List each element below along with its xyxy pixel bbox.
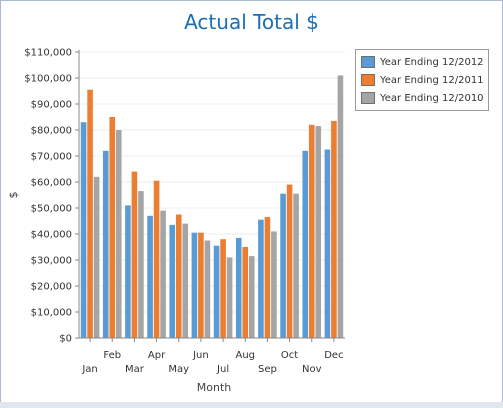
y-tick-label: $20,000 (31, 282, 72, 293)
x-tick-label: Oct (281, 350, 298, 361)
bar (115, 130, 122, 338)
bar (191, 232, 198, 338)
legend-label: Year Ending 12/2010 (380, 92, 484, 104)
bar (87, 89, 93, 338)
bar (153, 180, 160, 338)
bar (147, 215, 153, 338)
bar (93, 176, 100, 338)
bar (286, 184, 293, 338)
bar (308, 124, 315, 338)
bar (248, 256, 255, 338)
bar (331, 120, 337, 339)
bar (213, 245, 220, 338)
x-axis-title: Month (197, 381, 232, 394)
bottom-bar (0, 402, 503, 408)
bar (220, 239, 226, 338)
bar (280, 193, 286, 338)
legend-swatch (361, 74, 375, 86)
x-tick-label: Dec (324, 350, 343, 361)
bar (242, 247, 249, 338)
legend-label: Year Ending 12/2011 (380, 74, 484, 86)
y-tick-label: $60,000 (31, 178, 72, 189)
bar (226, 257, 233, 338)
x-tick-label: Nov (302, 364, 322, 375)
y-tick-label: $100,000 (24, 74, 72, 85)
y-tick-label: $50,000 (31, 204, 72, 215)
bar (175, 214, 182, 338)
x-tick-label: May (168, 364, 189, 375)
bar (102, 150, 109, 338)
legend-item: Year Ending 12/2010 (361, 91, 484, 105)
y-tick-label: $110,000 (24, 48, 72, 59)
legend: Year Ending 12/2012 Year Ending 12/2011 Ye… (355, 49, 489, 111)
bar (160, 210, 166, 338)
x-tick-label: Mar (125, 364, 145, 375)
bar (138, 191, 144, 338)
axis-labels: $0 $10,000 $20,000 $30,000 $40,000 $50,000 $60… (7, 48, 344, 395)
bar (204, 240, 211, 338)
legend-item: Year Ending 12/2012 (361, 55, 484, 69)
x-tick-label: Jan (81, 364, 97, 375)
y-tick-label: $30,000 (31, 256, 72, 267)
y-tick-label: $70,000 (31, 152, 72, 163)
bar (109, 117, 116, 338)
y-axis-title: $ (7, 192, 20, 199)
legend-label: Year Ending 12/2012 (380, 56, 484, 68)
bar (169, 224, 176, 338)
bar (271, 231, 277, 338)
legend-item: Year Ending 12/2011 (361, 73, 484, 87)
bar (293, 193, 299, 338)
y-tick-label: $0 (59, 334, 72, 345)
axes (75, 50, 345, 342)
bar (198, 232, 204, 338)
x-tick-label: Feb (103, 350, 121, 361)
bar (235, 237, 242, 338)
bar (315, 126, 322, 338)
bar (264, 217, 271, 338)
bar (80, 122, 87, 338)
y-tick-label: $90,000 (31, 100, 72, 111)
y-tick-label: $80,000 (31, 126, 72, 137)
x-tick-label: Sep (258, 364, 277, 375)
bar (337, 75, 344, 339)
x-tick-label: Aug (235, 350, 255, 361)
bar (125, 205, 131, 338)
gridlines (79, 51, 345, 313)
bar (258, 219, 264, 338)
legend-swatch (361, 56, 375, 68)
bar (182, 223, 189, 338)
chart-title: Actual Total $ (184, 10, 319, 34)
legend-swatch (361, 92, 375, 104)
y-tick-label: $40,000 (31, 230, 72, 241)
bars (80, 75, 344, 339)
y-tick-label: $10,000 (31, 308, 72, 319)
x-tick-label: Jun (192, 350, 209, 361)
bar (131, 171, 138, 338)
bar (324, 149, 331, 338)
bar (302, 150, 309, 338)
x-tick-label: Apr (148, 350, 166, 361)
x-tick-label: Jul (216, 364, 229, 375)
